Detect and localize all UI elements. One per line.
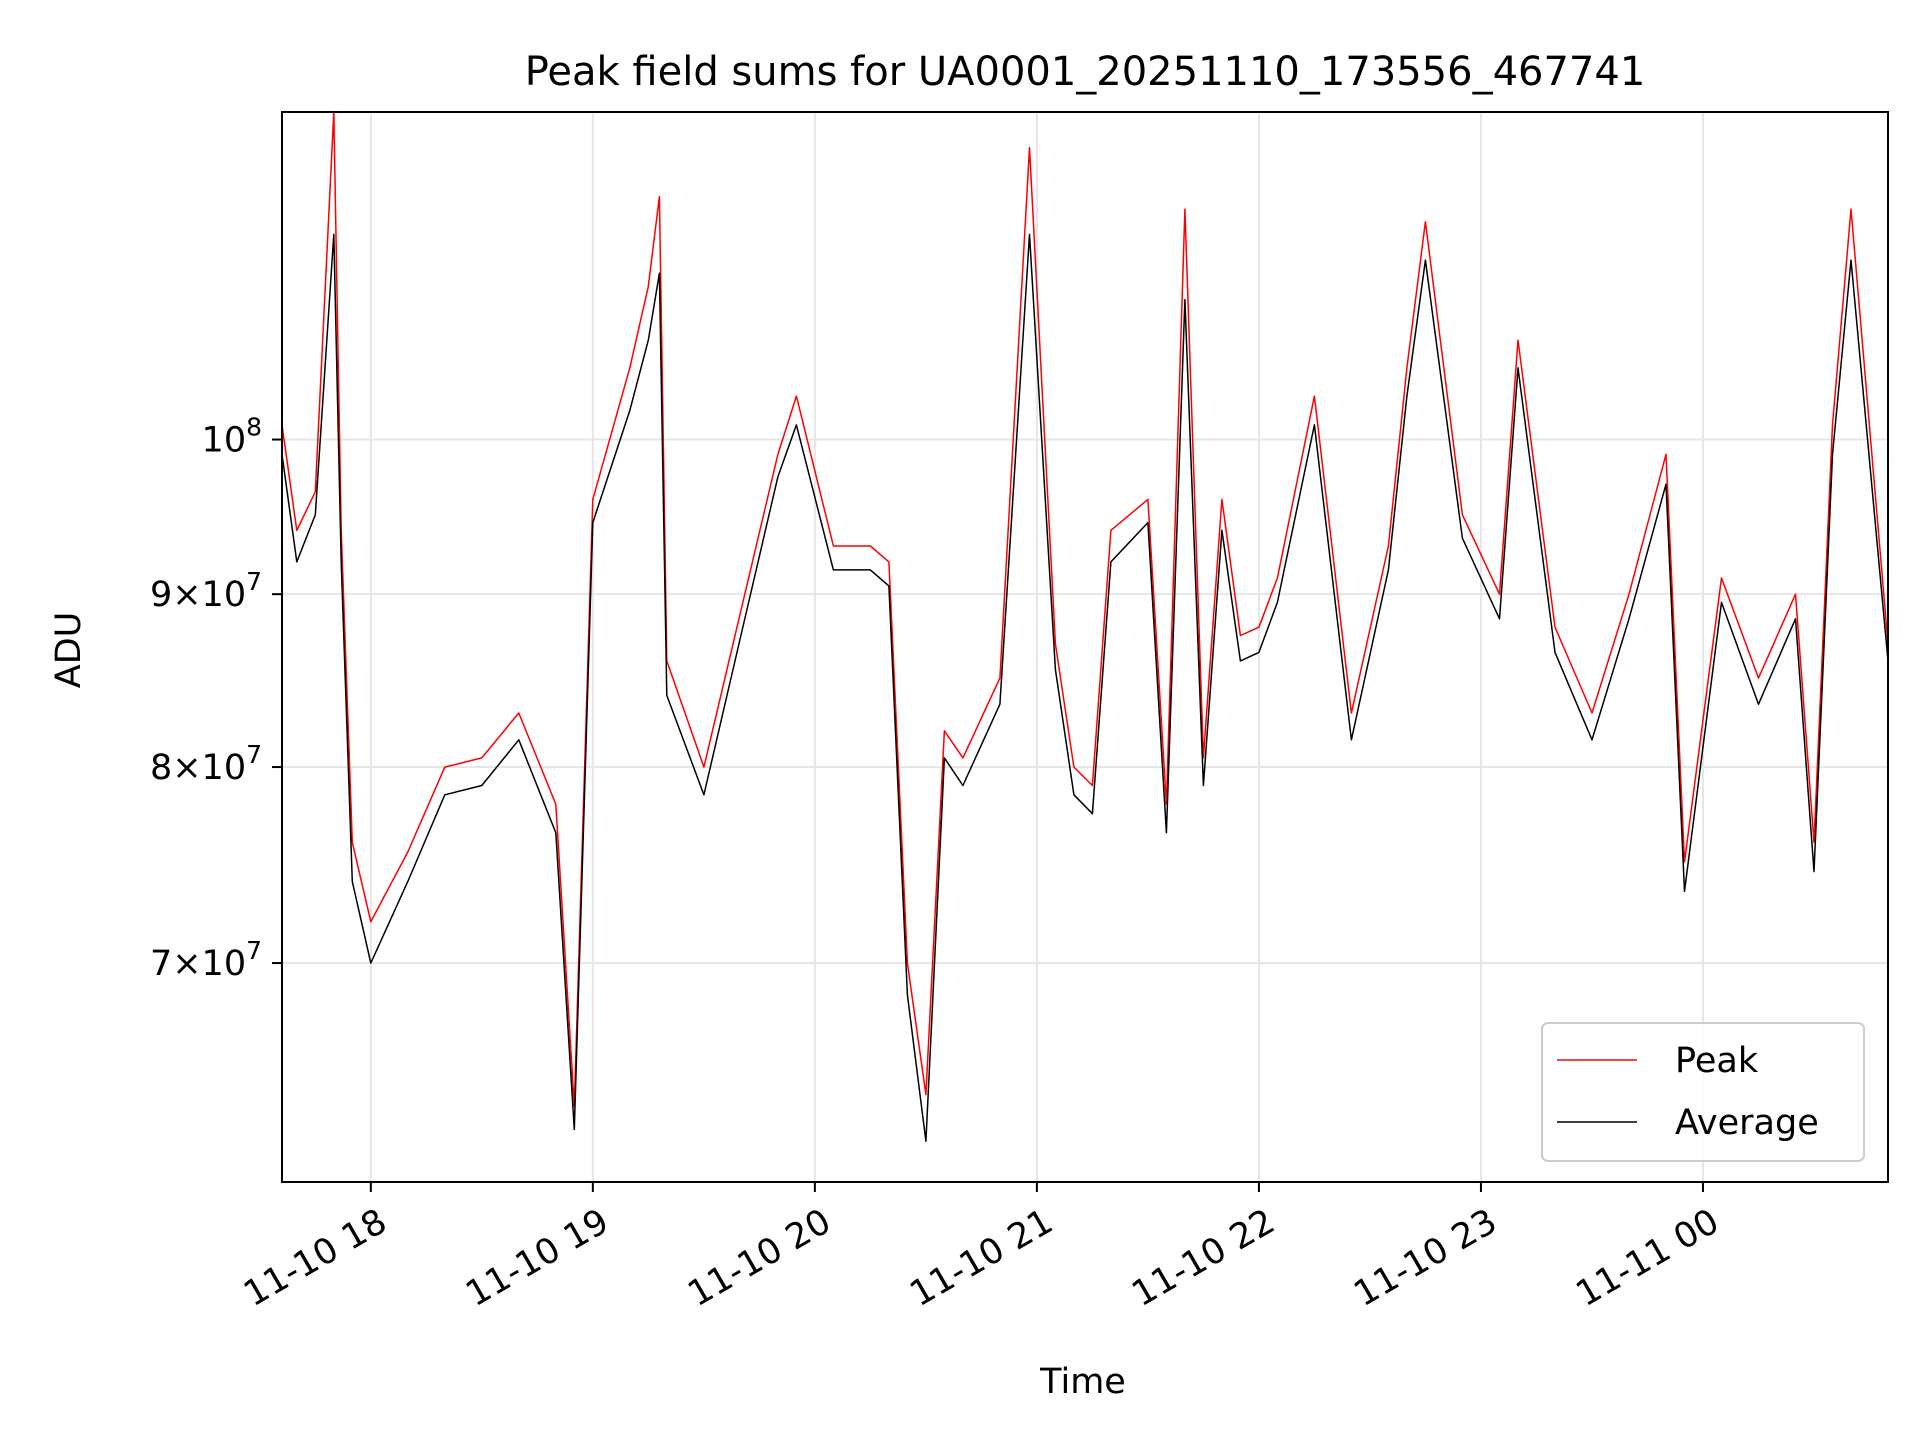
grid-lines <box>282 112 1888 1182</box>
y-axis-label: ADU <box>49 612 89 689</box>
legend-label-peak: Peak <box>1675 1041 1759 1081</box>
y-tick-label: 9×107 <box>150 567 262 615</box>
series-layer <box>281 111 1889 1142</box>
y-axis-ticks: 7×107 8×107 9×107 108 <box>150 413 282 984</box>
plot-frame <box>281 111 1889 1183</box>
legend-box <box>1541 1022 1865 1162</box>
legend: Peak Average <box>1541 1022 1865 1162</box>
y-tick-label: 8×107 <box>150 740 262 788</box>
x-axis-label: Time <box>1039 1362 1126 1402</box>
y-tick-label: 7×107 <box>150 936 262 984</box>
chart-title: Peak field sums for UA0001_20251110_1735… <box>525 49 1646 95</box>
y-tick-label: 108 <box>202 413 262 461</box>
legend-label-average: Average <box>1675 1103 1819 1143</box>
series-line-peak <box>281 111 1889 1107</box>
series-line-average <box>281 233 1889 1142</box>
